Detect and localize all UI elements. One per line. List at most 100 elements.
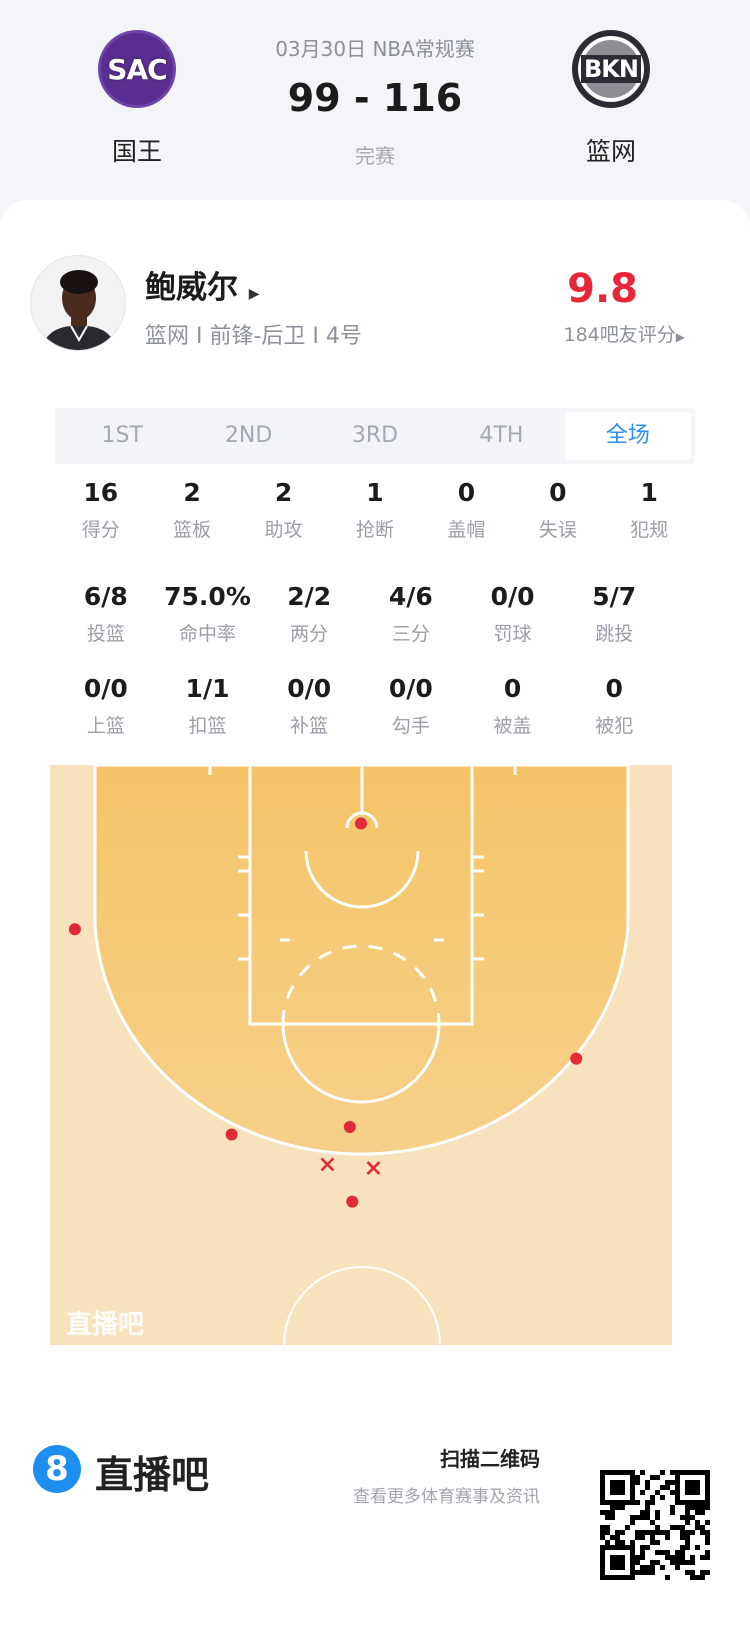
stat-4: 0 盖帽 xyxy=(421,478,512,542)
stat-value: 1 xyxy=(366,478,384,507)
caret-right-icon: ▶ xyxy=(248,286,260,302)
player-name[interactable]: 鲍威尔 ▶ xyxy=(145,262,260,307)
shot-made-marker xyxy=(570,1052,583,1065)
stat-label: 命中率 xyxy=(179,623,237,645)
stat-1: 2 篮板 xyxy=(146,478,237,542)
stat-value: 1/1 xyxy=(185,674,230,703)
stat-0: 6/8 投篮 xyxy=(55,582,157,646)
stat-2: 2 助攻 xyxy=(238,478,329,542)
stats-row-basic: 16 得分 2 篮板 2 助攻 1 抢断 0 盖帽 0 失误 1 犯规 xyxy=(55,478,695,542)
match-status: 完赛 xyxy=(355,144,395,168)
match-score: 99 - 116 xyxy=(287,76,463,120)
stats-row-shooting: 6/8 投篮 75.0% 命中率 2/2 两分 4/6 三分 0/0 罚球 5/7 跳投 xyxy=(55,582,665,646)
stat-value: 0 xyxy=(457,478,476,507)
stat-value: 6/8 xyxy=(83,582,128,611)
stat-label: 助攻 xyxy=(264,519,303,541)
stat-5: 0 被犯 xyxy=(563,674,665,738)
period-tabs: 1ST 2ND 3RD 4TH 全场 xyxy=(55,408,695,464)
stat-5: 5/7 跳投 xyxy=(563,582,665,646)
bkn-team-logo: BKN xyxy=(572,30,650,108)
shot-chart: 直播吧 xyxy=(50,765,672,1345)
bkn-logo-text: BKN xyxy=(581,55,641,83)
stat-value: 0/0 xyxy=(388,674,433,703)
shot-made-marker xyxy=(355,817,367,830)
scan-qr-title: 扫描二维码 xyxy=(440,1447,540,1471)
shot-made-marker xyxy=(346,1195,359,1208)
stat-label: 盖帽 xyxy=(447,519,486,541)
away-team-name: 篮网 xyxy=(585,137,636,166)
stats-row-shot-types: 0/0 上篮 1/1 扣篮 0/0 补篮 0/0 勾手 0 被盖 0 被犯 xyxy=(55,674,665,738)
qr-code-icon xyxy=(600,1470,710,1580)
stat-label: 失误 xyxy=(538,519,577,541)
stat-5: 0 失误 xyxy=(512,478,603,542)
match-date-league: 03月30日 NBA常规赛 xyxy=(275,37,475,61)
tab-3rd[interactable]: 3RD xyxy=(351,423,399,448)
stat-label: 犯规 xyxy=(630,519,669,541)
zhibo8-logo-icon: 8 xyxy=(33,1445,81,1493)
stat-value: 5/7 xyxy=(592,582,637,611)
shot-made-marker xyxy=(343,1121,356,1134)
tab-1st[interactable]: 1ST xyxy=(101,423,143,448)
stat-0: 0/0 上篮 xyxy=(55,674,157,738)
stat-value: 0 xyxy=(605,674,623,703)
shot-missed-marker xyxy=(366,1161,381,1175)
stat-label: 被犯 xyxy=(595,715,634,737)
stat-value: 1 xyxy=(640,478,658,507)
stat-label: 抢断 xyxy=(355,519,394,541)
stat-1: 75.0% 命中率 xyxy=(157,582,259,646)
stat-0: 16 得分 xyxy=(55,478,146,542)
stat-label: 跳投 xyxy=(595,623,634,645)
stat-value: 2 xyxy=(183,478,201,507)
stat-label: 投篮 xyxy=(86,623,125,645)
stat-2: 0/0 补篮 xyxy=(258,674,360,738)
stat-label: 扣篮 xyxy=(188,715,227,737)
home-team-name: 国王 xyxy=(111,137,162,166)
shot-made-marker xyxy=(225,1128,238,1141)
stat-value: 0 xyxy=(503,674,522,703)
stat-4: 0 被盖 xyxy=(462,674,564,738)
stat-label: 篮板 xyxy=(173,519,212,541)
stat-label: 得分 xyxy=(81,519,120,541)
player-rating: 9.8 xyxy=(567,266,638,312)
stat-2: 2/2 两分 xyxy=(258,582,360,646)
stat-3: 4/6 三分 xyxy=(360,582,462,646)
stat-value: 4/6 xyxy=(388,582,433,611)
stat-value: 0 xyxy=(549,478,567,507)
stat-value: 75.0% xyxy=(164,582,251,611)
player-info: 篮网 I 前锋-后卫 I 4号 xyxy=(145,324,362,349)
caret-right-icon: ▶ xyxy=(675,330,685,344)
stat-value: 2 xyxy=(274,478,293,507)
stat-4: 0/0 罚球 xyxy=(462,582,564,646)
stat-6: 1 犯规 xyxy=(604,478,695,542)
tab-4th[interactable]: 4TH xyxy=(479,423,524,448)
stat-value: 0/0 xyxy=(83,674,128,703)
three-point-line xyxy=(93,765,630,1156)
stat-label: 勾手 xyxy=(391,715,430,737)
stat-value: 16 xyxy=(83,478,119,507)
shot-missed-marker xyxy=(320,1157,335,1172)
sac-team-logo: SAC xyxy=(98,30,176,108)
stat-3: 0/0 勾手 xyxy=(360,674,462,738)
brand-name: 直播吧 xyxy=(95,1453,210,1497)
stat-label: 被盖 xyxy=(493,715,532,737)
tab-full-game[interactable]: 全场 xyxy=(564,412,692,460)
shot-made-marker xyxy=(68,923,81,936)
stat-3: 1 抢断 xyxy=(329,478,420,542)
stat-1: 1/1 扣篮 xyxy=(157,674,259,738)
rating-count-text: 184吧友评分 xyxy=(563,324,676,346)
stat-label: 两分 xyxy=(290,623,329,645)
watermark-logo: 直播吧 xyxy=(66,1310,144,1340)
player-avatar xyxy=(30,255,126,351)
player-name-text: 鲍威尔 xyxy=(145,270,238,306)
stat-value: 0/0 xyxy=(490,582,535,611)
stat-label: 补篮 xyxy=(290,715,329,737)
stat-value: 0/0 xyxy=(287,674,332,703)
stat-label: 上篮 xyxy=(86,715,125,737)
court-lines xyxy=(208,765,517,1345)
rating-count-link[interactable]: 184吧友评分▶ xyxy=(564,320,686,347)
stat-label: 罚球 xyxy=(493,623,532,645)
stat-value: 2/2 xyxy=(287,582,332,611)
tab-2nd[interactable]: 2ND xyxy=(224,423,273,448)
stat-label: 三分 xyxy=(391,623,430,645)
scan-qr-subtitle: 查看更多体育赛事及资讯 xyxy=(353,1487,540,1507)
